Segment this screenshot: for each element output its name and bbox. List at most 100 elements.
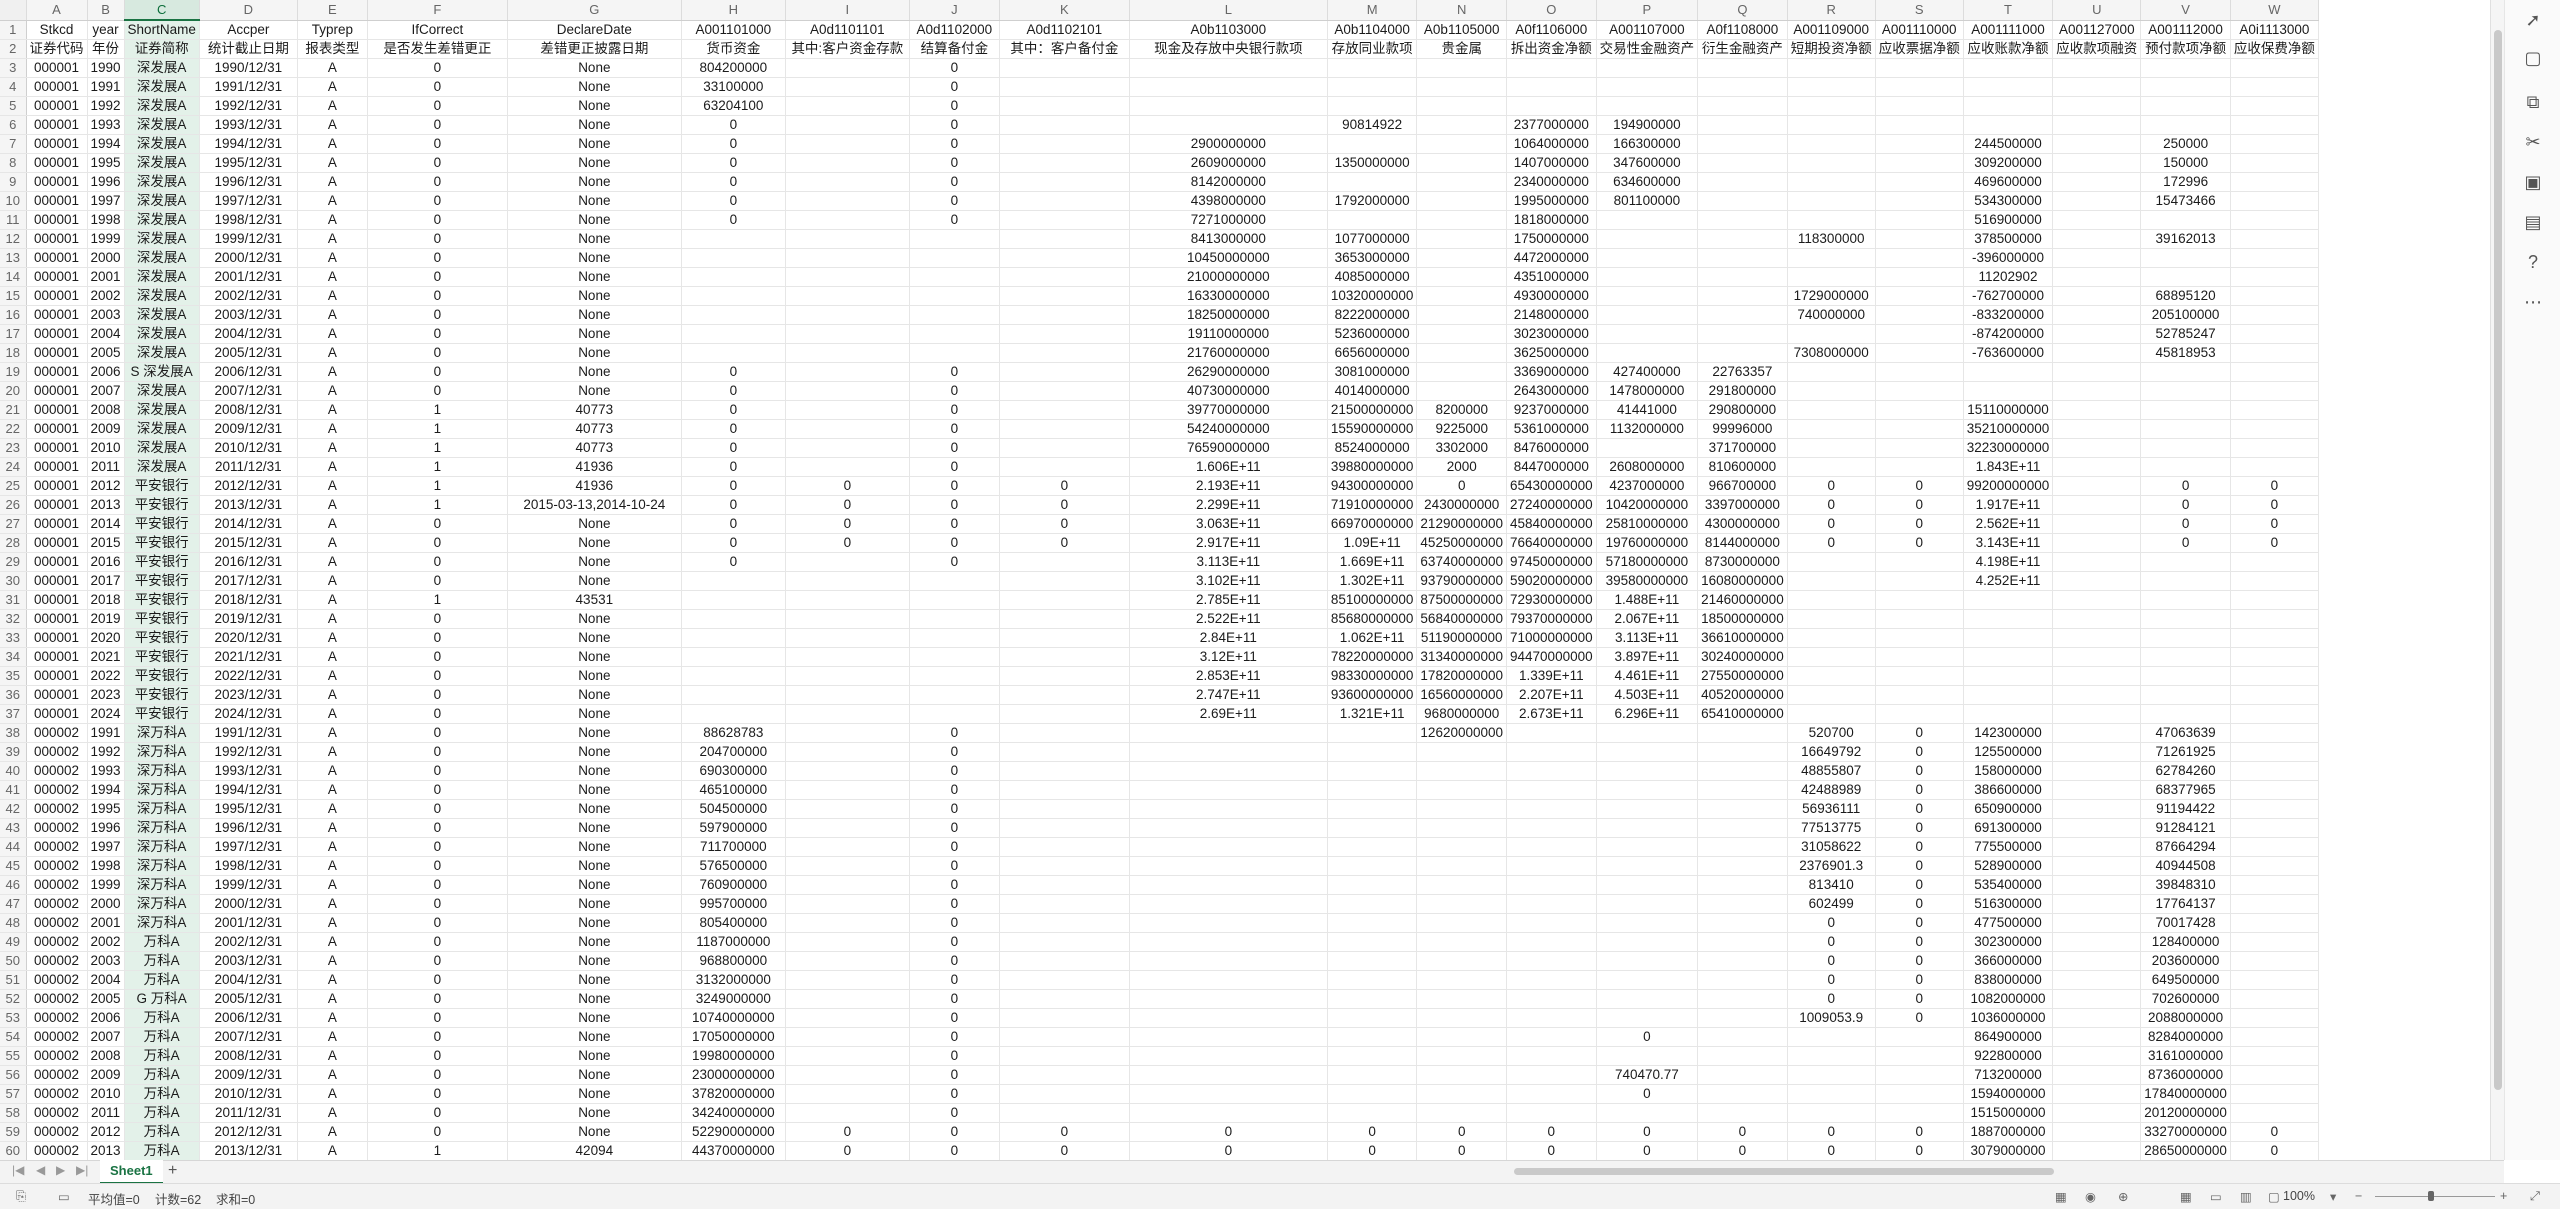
cell[interactable]: 97450000000 (1506, 552, 1597, 572)
cell[interactable] (1787, 362, 1876, 382)
cell[interactable]: 000002 (26, 932, 88, 952)
cell[interactable]: None (507, 970, 682, 990)
cell[interactable]: 000001 (26, 514, 88, 534)
cell[interactable]: A (297, 343, 368, 363)
cell[interactable]: 000001 (26, 381, 88, 401)
cell[interactable]: 0 (1875, 1122, 1964, 1142)
cell[interactable] (2230, 571, 2319, 591)
zoom-out-icon[interactable]: − (2355, 1189, 2363, 1203)
cell[interactable] (1506, 1065, 1597, 1085)
column-header-h[interactable]: H (681, 0, 786, 21)
cell[interactable]: A (297, 970, 368, 990)
cell[interactable] (2052, 970, 2142, 990)
reading-view-icon[interactable]: ▢ (2268, 1190, 2280, 1204)
cell[interactable]: 42094 (507, 1141, 682, 1160)
cell[interactable]: 6656000000 (1327, 343, 1418, 363)
cell[interactable] (1416, 837, 1508, 857)
cell[interactable] (1129, 1065, 1328, 1085)
cell[interactable] (1416, 761, 1508, 781)
cell[interactable]: 68895120 (2140, 286, 2231, 306)
cell[interactable]: 8476000000 (1506, 438, 1597, 458)
cell[interactable] (2052, 989, 2142, 1009)
cell[interactable] (1787, 115, 1876, 135)
row-header[interactable]: 9 (0, 172, 27, 192)
cell[interactable]: 1187000000 (681, 932, 786, 952)
cell[interactable] (681, 590, 786, 610)
cell[interactable]: 1991 (87, 77, 125, 97)
cell[interactable]: 统计截止日期 (199, 39, 298, 59)
cell[interactable] (2052, 552, 2142, 572)
cell[interactable] (785, 590, 910, 610)
cell[interactable] (1787, 248, 1876, 268)
column-header-t[interactable]: T (1963, 0, 2054, 21)
cell[interactable] (2230, 970, 2319, 990)
cell[interactable]: 0 (1596, 1141, 1699, 1160)
cell[interactable]: 22763357 (1697, 362, 1788, 382)
cell[interactable]: 深发展A (124, 400, 200, 420)
cell[interactable]: None (507, 1084, 682, 1104)
cell[interactable]: None (507, 894, 682, 914)
cell[interactable]: 87500000000 (1416, 590, 1508, 610)
cell[interactable]: 31058622 (1787, 837, 1876, 857)
cell[interactable] (1697, 153, 1788, 173)
cell[interactable]: 000001 (26, 609, 88, 629)
cell[interactable]: 000002 (26, 780, 88, 800)
cell[interactable]: 0 (681, 362, 786, 382)
cell[interactable]: 深发展A (124, 248, 200, 268)
cell[interactable]: 71000000000 (1506, 628, 1597, 648)
next-sheet-icon[interactable]: ▶ (56, 1163, 66, 1177)
cell[interactable]: None (507, 647, 682, 667)
cell[interactable] (785, 647, 910, 667)
cell[interactable] (1416, 381, 1508, 401)
cell[interactable]: 2012 (87, 476, 125, 496)
cell[interactable] (1697, 761, 1788, 781)
cell[interactable] (999, 609, 1130, 629)
row-header[interactable]: 22 (0, 419, 27, 439)
cell[interactable]: 深发展A (124, 419, 200, 439)
cell[interactable]: None (507, 172, 682, 192)
cell[interactable]: 2608000000 (1596, 457, 1699, 477)
cell[interactable]: 0 (1327, 1122, 1418, 1142)
cell[interactable] (999, 628, 1130, 648)
cell[interactable] (785, 913, 910, 933)
cell[interactable]: 0 (367, 1084, 508, 1104)
cell[interactable]: 0 (909, 552, 1000, 572)
cell[interactable]: A (297, 1084, 368, 1104)
cell[interactable]: 72930000000 (1506, 590, 1597, 610)
cell[interactable] (2230, 913, 2319, 933)
cell[interactable]: 深发展A (124, 381, 200, 401)
cell[interactable]: 3079000000 (1963, 1141, 2054, 1160)
cell[interactable]: 864900000 (1963, 1027, 2054, 1047)
cell[interactable]: 4351000000 (1506, 267, 1597, 287)
cell[interactable]: 2900000000 (1129, 134, 1328, 154)
cell[interactable] (1963, 362, 2054, 382)
image-icon[interactable]: ▣ (2524, 172, 2542, 192)
cell[interactable] (785, 153, 910, 173)
cell[interactable] (1697, 970, 1788, 990)
cell[interactable]: A0f1108000 (1697, 20, 1788, 40)
cell[interactable] (2052, 1141, 2142, 1160)
cell[interactable] (2230, 818, 2319, 838)
cell[interactable] (1416, 153, 1508, 173)
cell[interactable]: 应收款项融资 (2052, 39, 2142, 59)
cell[interactable] (1506, 96, 1597, 116)
cell[interactable]: 576500000 (681, 856, 786, 876)
cell[interactable] (1787, 58, 1876, 78)
cell[interactable]: 0 (681, 552, 786, 572)
cell[interactable]: 000001 (26, 666, 88, 686)
cell[interactable]: None (507, 837, 682, 857)
cell[interactable] (1129, 932, 1328, 952)
cell[interactable]: 深万科A (124, 799, 200, 819)
cell[interactable]: 2430000000 (1416, 495, 1508, 515)
cell[interactable]: 0 (785, 1141, 910, 1160)
cell[interactable]: 2004/12/31 (199, 324, 298, 344)
row-header[interactable]: 2 (0, 39, 27, 59)
cell[interactable]: 000002 (26, 989, 88, 1009)
cell[interactable]: 短期投资净额 (1787, 39, 1876, 59)
cell[interactable]: 0 (367, 229, 508, 249)
cell[interactable]: 0 (367, 780, 508, 800)
cell[interactable] (1875, 1103, 1964, 1123)
cell[interactable] (1697, 742, 1788, 762)
cell[interactable] (1596, 438, 1699, 458)
cell[interactable] (1506, 742, 1597, 762)
